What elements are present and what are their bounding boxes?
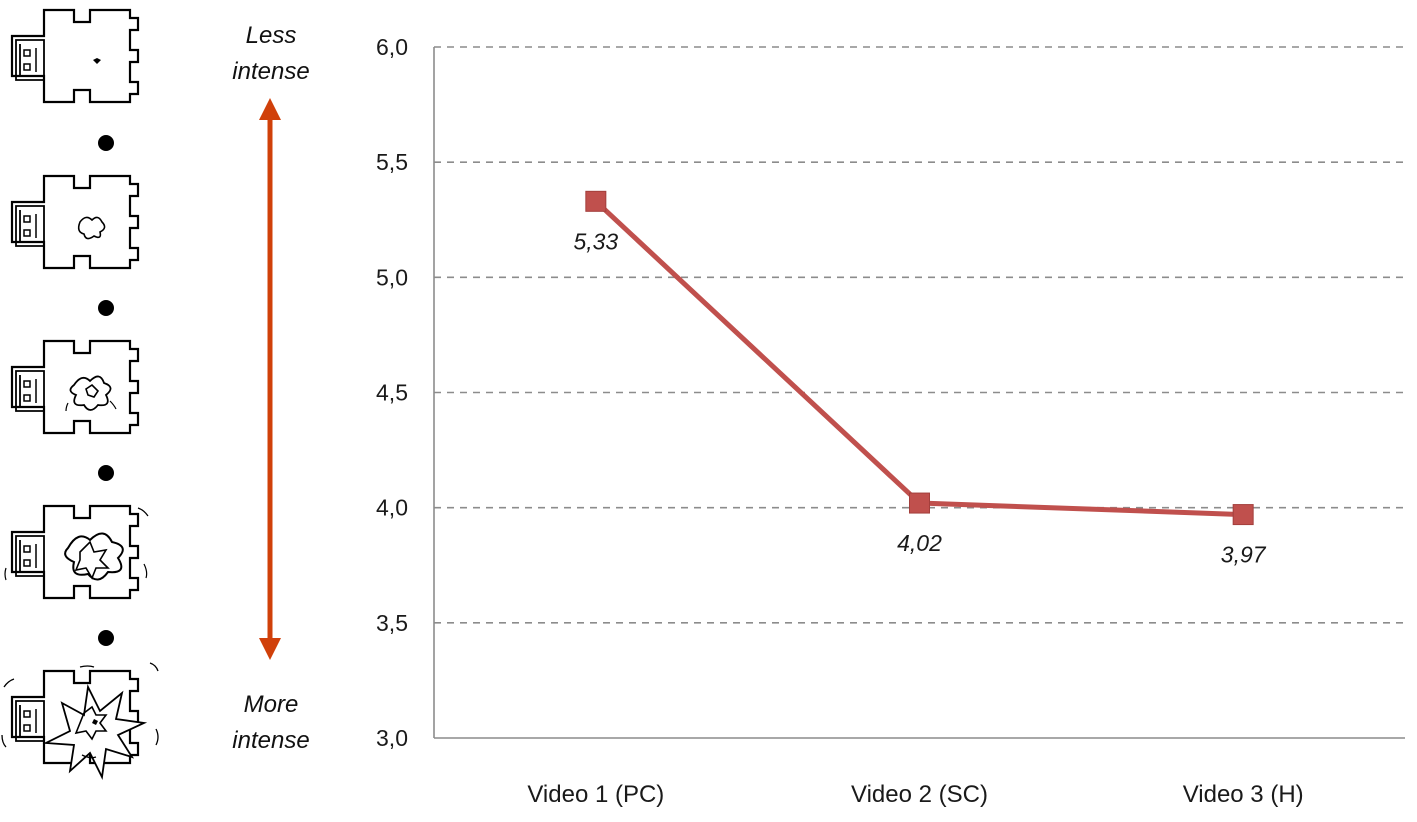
y-tick-label: 4,0 <box>376 495 408 521</box>
y-tick-label: 3,5 <box>376 610 408 636</box>
burst-intensity-3-icon <box>10 339 140 435</box>
data-point-marker <box>1232 504 1254 526</box>
data-point-marker <box>909 492 930 514</box>
torso-figure-icon <box>10 174 140 270</box>
separator-dot <box>98 630 114 646</box>
y-tick-label: 3,0 <box>376 725 408 751</box>
more-intense-line-1: More <box>243 691 299 718</box>
separator-dot <box>98 465 114 481</box>
burst-intensity-2-icon <box>10 174 140 270</box>
x-category-label: Video 3 (H) <box>1183 781 1304 808</box>
data-value-label: 3,97 <box>1221 542 1267 568</box>
torso-figure-icon <box>10 339 140 435</box>
more-intense-line-2: intense <box>232 727 310 754</box>
separator-dot <box>98 300 114 316</box>
y-tick-label: 6,0 <box>376 34 408 60</box>
data-point-marker <box>585 190 607 212</box>
y-tick-label: 5,5 <box>376 149 408 175</box>
x-category-label: Video 1 (PC) <box>527 781 664 808</box>
intensity-arrow <box>259 98 281 660</box>
less-intense-label: Less intense <box>201 18 341 90</box>
data-value-label: 5,33 <box>573 228 618 254</box>
burst-intensity-4-icon <box>4 504 149 600</box>
separator-dot <box>98 135 114 151</box>
y-tick-label: 5,0 <box>376 264 408 290</box>
less-intense-line-1: Less <box>245 22 297 49</box>
intensity-scale-graphic <box>1 8 281 780</box>
series-line <box>594 199 1244 518</box>
y-tick-label: 4,5 <box>376 380 408 406</box>
more-intense-label: More intense <box>201 687 341 759</box>
torso-figure-icon <box>10 8 140 104</box>
intensity-scale-panel: Less intense More intense <box>0 0 340 817</box>
less-intense-line-2: intense <box>232 58 310 85</box>
x-category-label: Video 2 (SC) <box>851 781 988 808</box>
data-value-label: 4,02 <box>897 530 942 556</box>
burst-intensity-1-icon <box>10 8 140 104</box>
burst-intensity-5-icon <box>1 662 159 780</box>
